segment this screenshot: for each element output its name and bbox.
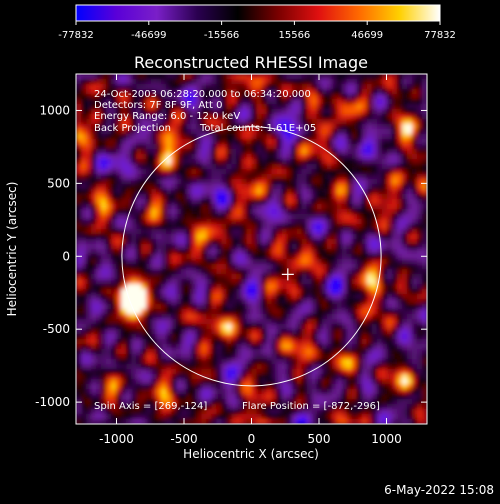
info-annotations: 24-Oct-2003 06:28:20.000 to 06:34:20.000…	[94, 89, 380, 412]
x-tick-label: -1000	[99, 432, 134, 446]
spin-axis-text: Spin Axis = [269,-124]	[94, 401, 207, 412]
timestamp: 6-May-2022 15:08	[384, 483, 494, 497]
x-tick-label: 500	[308, 432, 331, 446]
chart-title: Reconstructed RHESSI Image	[134, 53, 368, 72]
y-tick-label: -500	[43, 322, 70, 336]
x-tick-label: -500	[170, 432, 197, 446]
y-axis-label: Heliocentric Y (arcsec)	[5, 182, 19, 317]
colorbar-ticks: -77832 -46699 -15566 15566 46699 77832	[58, 21, 456, 41]
colorbar-tick-label: 15566	[278, 30, 310, 41]
x-tick-label: 1000	[371, 432, 402, 446]
y-tick-label: 1000	[39, 103, 70, 117]
colorbar-strip	[75, 4, 441, 22]
y-tick-label: -1000	[35, 395, 70, 409]
x-axis: -1000 -500 0 500 1000	[99, 74, 402, 446]
flare-position-text: Flare Position = [-872,-296]	[242, 401, 380, 412]
spin-axis-marker	[281, 268, 294, 281]
colorbar-tick-label: -46699	[131, 30, 166, 41]
y-axis: -1000 -500 0 500 1000	[35, 103, 427, 409]
colorbar-tick-label: 77832	[424, 30, 456, 41]
colorbar-tick-label: -15566	[204, 30, 239, 41]
energy-range-text: Energy Range: 6.0 - 12.0 keV	[94, 111, 240, 122]
colorbar-tick-label: 46699	[351, 30, 383, 41]
y-tick-label: 500	[47, 176, 70, 190]
colorbar-tick-label: -77832	[58, 30, 93, 41]
heatmap-image	[76, 74, 427, 424]
method-text: Back Projection	[94, 123, 171, 134]
x-axis-label: Heliocentric X (arcsec)	[183, 447, 319, 461]
x-tick-label: 0	[248, 432, 256, 446]
solar-disk-outline	[121, 126, 382, 387]
colorbar: -77832 -46699 -15566 15566 46699 77832	[58, 4, 456, 41]
time-range-text: 24-Oct-2003 06:28:20.000 to 06:34:20.000	[94, 89, 311, 100]
detectors-text: Detectors: 7F 8F 9F, Att 0	[94, 100, 222, 111]
y-tick-label: 0	[62, 249, 70, 263]
total-counts-text: Total counts: 1.61E+05	[199, 123, 316, 134]
